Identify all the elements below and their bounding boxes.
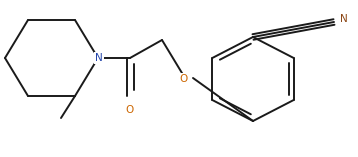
Text: N: N bbox=[95, 53, 103, 63]
Text: N: N bbox=[340, 14, 348, 24]
Text: O: O bbox=[126, 105, 134, 115]
Text: O: O bbox=[179, 74, 187, 84]
